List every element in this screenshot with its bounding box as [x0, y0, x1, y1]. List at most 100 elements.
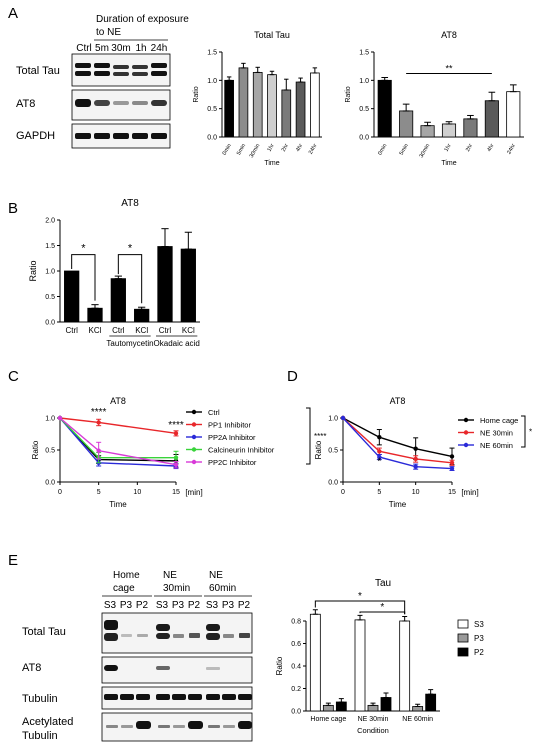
x-tick-label: 24hr	[308, 143, 319, 156]
y-axis-label: Ratio	[28, 260, 38, 281]
chart-c-y-tick-label: 0.0	[45, 480, 55, 487]
data-point	[377, 449, 382, 454]
chart-b-y-tick-label: 2.0	[45, 218, 55, 225]
bar	[310, 72, 320, 138]
blot-e-group-ne30-line2: 30min	[163, 583, 190, 594]
y-axis-label: Ratio	[275, 656, 284, 675]
bar	[441, 123, 457, 138]
x-tick-label: 0min	[222, 143, 233, 156]
legend-swatch	[457, 619, 469, 629]
chart-d-y-tick-label: 1.0	[328, 416, 338, 423]
chart-a1-y-tick-label: 0.5	[207, 106, 217, 113]
y-axis-label: Ratio	[31, 440, 40, 459]
chart-b-y-tick-label: 0.5	[45, 294, 55, 301]
x-tick-label: Ctrl	[159, 326, 172, 335]
y-axis-label: Ratio	[193, 86, 200, 102]
y-axis-label: Ratio	[314, 440, 323, 459]
bar	[87, 307, 103, 323]
x-axis-label: Time	[109, 500, 127, 509]
blot-a-header-line2: to NE	[96, 27, 121, 38]
data-point	[377, 435, 382, 440]
legend-significance: *	[529, 428, 532, 437]
x-tick-label: KCl	[89, 326, 102, 335]
x-tick-label: KCl	[182, 326, 195, 335]
significance-label: **	[445, 64, 453, 74]
bar	[64, 270, 80, 323]
chart-b-y-tick-label: 1.5	[45, 243, 55, 250]
legend-label: P2	[474, 648, 484, 657]
x-tick-label: 0	[58, 489, 62, 496]
data-point	[413, 446, 418, 451]
chart-e-y-tick-label: 0.0	[291, 709, 301, 716]
legend-label: Home cage	[480, 416, 518, 425]
chart-title: Tau	[375, 578, 391, 589]
legend-marker	[191, 422, 197, 427]
bar	[399, 110, 414, 138]
group-label: Tautomycetin	[106, 339, 153, 348]
bar	[377, 79, 392, 138]
x-tick-label: NE 60min	[402, 716, 433, 723]
significance-label: ****	[168, 420, 184, 431]
significance-label: *	[81, 243, 86, 255]
blot-e-row-tubulin: Tubulin	[22, 693, 58, 705]
x-tick-label: 10	[133, 489, 141, 496]
bar	[367, 704, 379, 712]
y-axis-label: Ratio	[345, 86, 352, 102]
chart-b: AT8 0.0 0.5 1.0 1.5 2.0 Ctrl KCl Ctrl KCl Ctrl KCl R…	[28, 198, 200, 348]
blot-a: Duration of exposure to NE Ctrl 5m 30m 1…	[16, 14, 189, 149]
bar	[354, 619, 366, 712]
x-tick-label: 5	[97, 489, 101, 496]
series-line	[342, 417, 453, 464]
legend-marker	[463, 442, 469, 448]
bar	[380, 697, 392, 712]
chart-e: Tau 0.0 0.2 0.4 0.6 0.8 Ratio Home cage NE 30min…	[275, 578, 484, 735]
blot-e-lane: P2	[238, 600, 251, 611]
blot-e-lane: P3	[172, 600, 185, 611]
chart-b-y-tick-label: 1.0	[45, 269, 55, 276]
significance-label: *	[377, 457, 381, 468]
x-tick-label: 5min	[236, 143, 247, 156]
legend-swatch	[457, 633, 469, 643]
bar	[180, 248, 196, 323]
chart-d-y-tick-label: 0.0	[328, 480, 338, 487]
series-line	[342, 417, 453, 458]
legend-label: Calcineurin Inhibitor	[208, 446, 275, 455]
significance-bracket	[117, 254, 143, 304]
chart-a2-y-tick-label: 1.5	[359, 50, 369, 57]
x-tick-label: 30min	[249, 143, 262, 159]
chart-d: AT8 0.0 0.5 1.0 0 5 10 15 [min] Time Ratio * Home ca…	[314, 396, 532, 509]
x-axis-label: Time	[264, 160, 279, 167]
blot-e: Home cage NE 30min NE 60min S3 P3 P2 S3 …	[22, 570, 253, 742]
bar	[335, 701, 347, 712]
bar	[412, 706, 424, 712]
chart-a1: Total Tau 0.0 0.5 1.0 1.5 0min 5min 30min 1hr 2hr…	[193, 30, 322, 167]
panel-label-e: E	[8, 552, 18, 569]
series-line	[342, 417, 453, 470]
x-axis-label: Time	[389, 500, 407, 509]
chart-a2: AT8 0.0 0.5 1.0 1.5 0min 5min 30min 1hr 2hr 4hr 24h…	[345, 30, 524, 167]
blot-e-lane: P3	[222, 600, 235, 611]
blot-e-row-acetylated: Acetylated	[22, 716, 73, 728]
blot-e-group-home-line2: cage	[113, 583, 135, 594]
bar	[110, 278, 126, 323]
x-unit-label: [min]	[185, 488, 202, 497]
x-tick-label: 5	[377, 489, 381, 496]
x-tick-label: Ctrl	[65, 326, 78, 335]
significance-label: *	[380, 602, 384, 613]
blot-e-lane: S3	[206, 600, 219, 611]
blot-e-lane: P2	[188, 600, 201, 611]
bar	[425, 693, 437, 712]
legend-label: NE 30min	[480, 429, 513, 438]
data-point	[449, 460, 455, 465]
x-tick-label: 2hr	[281, 143, 290, 153]
legend-bracket	[521, 415, 526, 448]
chart-c-y-tick-label: 1.0	[45, 416, 55, 423]
x-tick-label: Home cage	[310, 716, 346, 723]
blot-e-lane: P3	[120, 600, 133, 611]
legend-significance: ****	[314, 432, 326, 441]
legend-label: P3	[474, 634, 484, 643]
blot-e-lane: S3	[156, 600, 169, 611]
legend-marker	[463, 430, 469, 435]
